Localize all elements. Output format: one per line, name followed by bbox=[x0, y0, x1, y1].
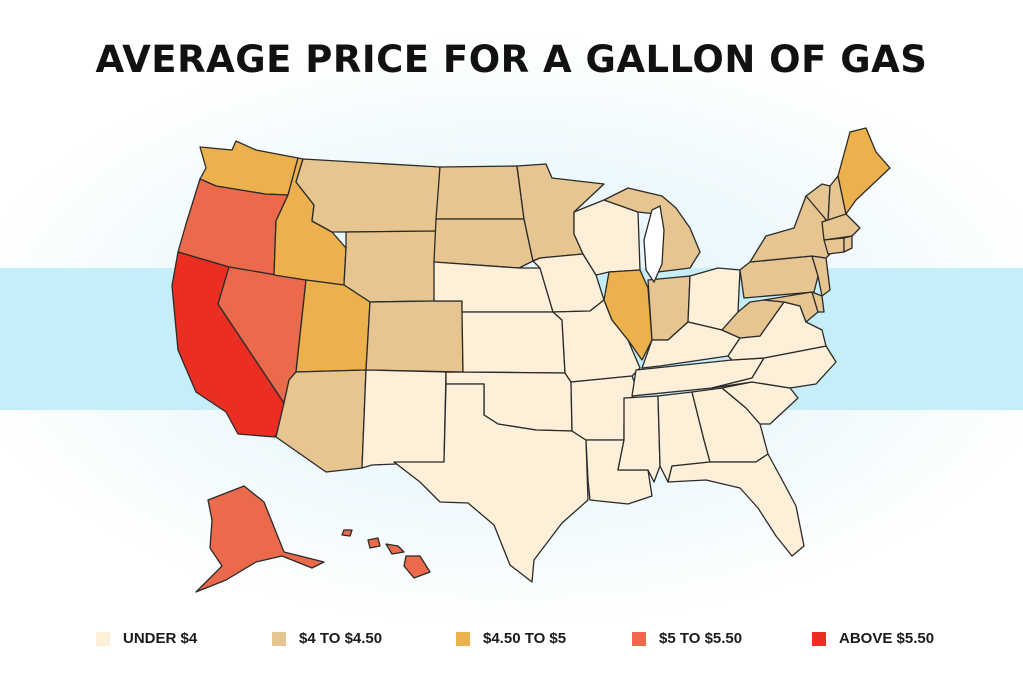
legend-label: ABOVE $5.50 bbox=[839, 630, 935, 647]
legend-label: $4.50 TO $5 bbox=[483, 630, 567, 647]
state-az bbox=[275, 369, 367, 473]
legend: UNDER $4 $4 TO $4.50 $4.50 TO $5 $5 TO $… bbox=[0, 630, 1023, 654]
state-tx bbox=[393, 383, 589, 583]
legend-label: $5 TO $5.50 bbox=[659, 630, 743, 647]
legend-label: UNDER $4 bbox=[123, 630, 198, 647]
map-title: AVERAGE PRICE FOR A GALLON OF GAS bbox=[95, 38, 928, 81]
state-nc bbox=[711, 345, 837, 389]
legend-swatch bbox=[456, 631, 470, 646]
state-ak bbox=[195, 485, 325, 593]
state-wy bbox=[343, 230, 437, 303]
legend-swatch bbox=[632, 631, 646, 646]
state-hi bbox=[341, 529, 431, 579]
state-co bbox=[365, 300, 464, 373]
legend-swatch bbox=[812, 631, 826, 646]
legend-item-above-5-50: ABOVE $5.50 bbox=[812, 630, 934, 647]
state-fl bbox=[667, 453, 805, 557]
legend-swatch bbox=[272, 631, 286, 646]
legend-item-4-50-to-5: $4.50 TO $5 bbox=[456, 630, 566, 647]
legend-item-4-to-4-50: $4 TO $4.50 bbox=[272, 630, 382, 647]
state-sd bbox=[433, 218, 534, 269]
legend-item-under-4: UNDER $4 bbox=[96, 630, 197, 647]
legend-swatch bbox=[96, 631, 110, 646]
state-ma bbox=[821, 213, 861, 241]
state-mt bbox=[295, 158, 441, 233]
state-me bbox=[837, 127, 891, 215]
state-ri bbox=[843, 235, 853, 253]
legend-label: $4 TO $4.50 bbox=[299, 630, 383, 647]
state-nd bbox=[435, 165, 525, 220]
state-il bbox=[603, 269, 653, 361]
state-ct bbox=[823, 237, 845, 255]
state-ms bbox=[617, 395, 661, 483]
state-ks bbox=[461, 311, 566, 374]
lake-michigan bbox=[643, 205, 665, 284]
state-nm bbox=[361, 369, 447, 469]
state-mo bbox=[552, 299, 641, 383]
state-de bbox=[811, 291, 825, 313]
legend-item-5-to-5-50: $5 TO $5.50 bbox=[632, 630, 742, 647]
